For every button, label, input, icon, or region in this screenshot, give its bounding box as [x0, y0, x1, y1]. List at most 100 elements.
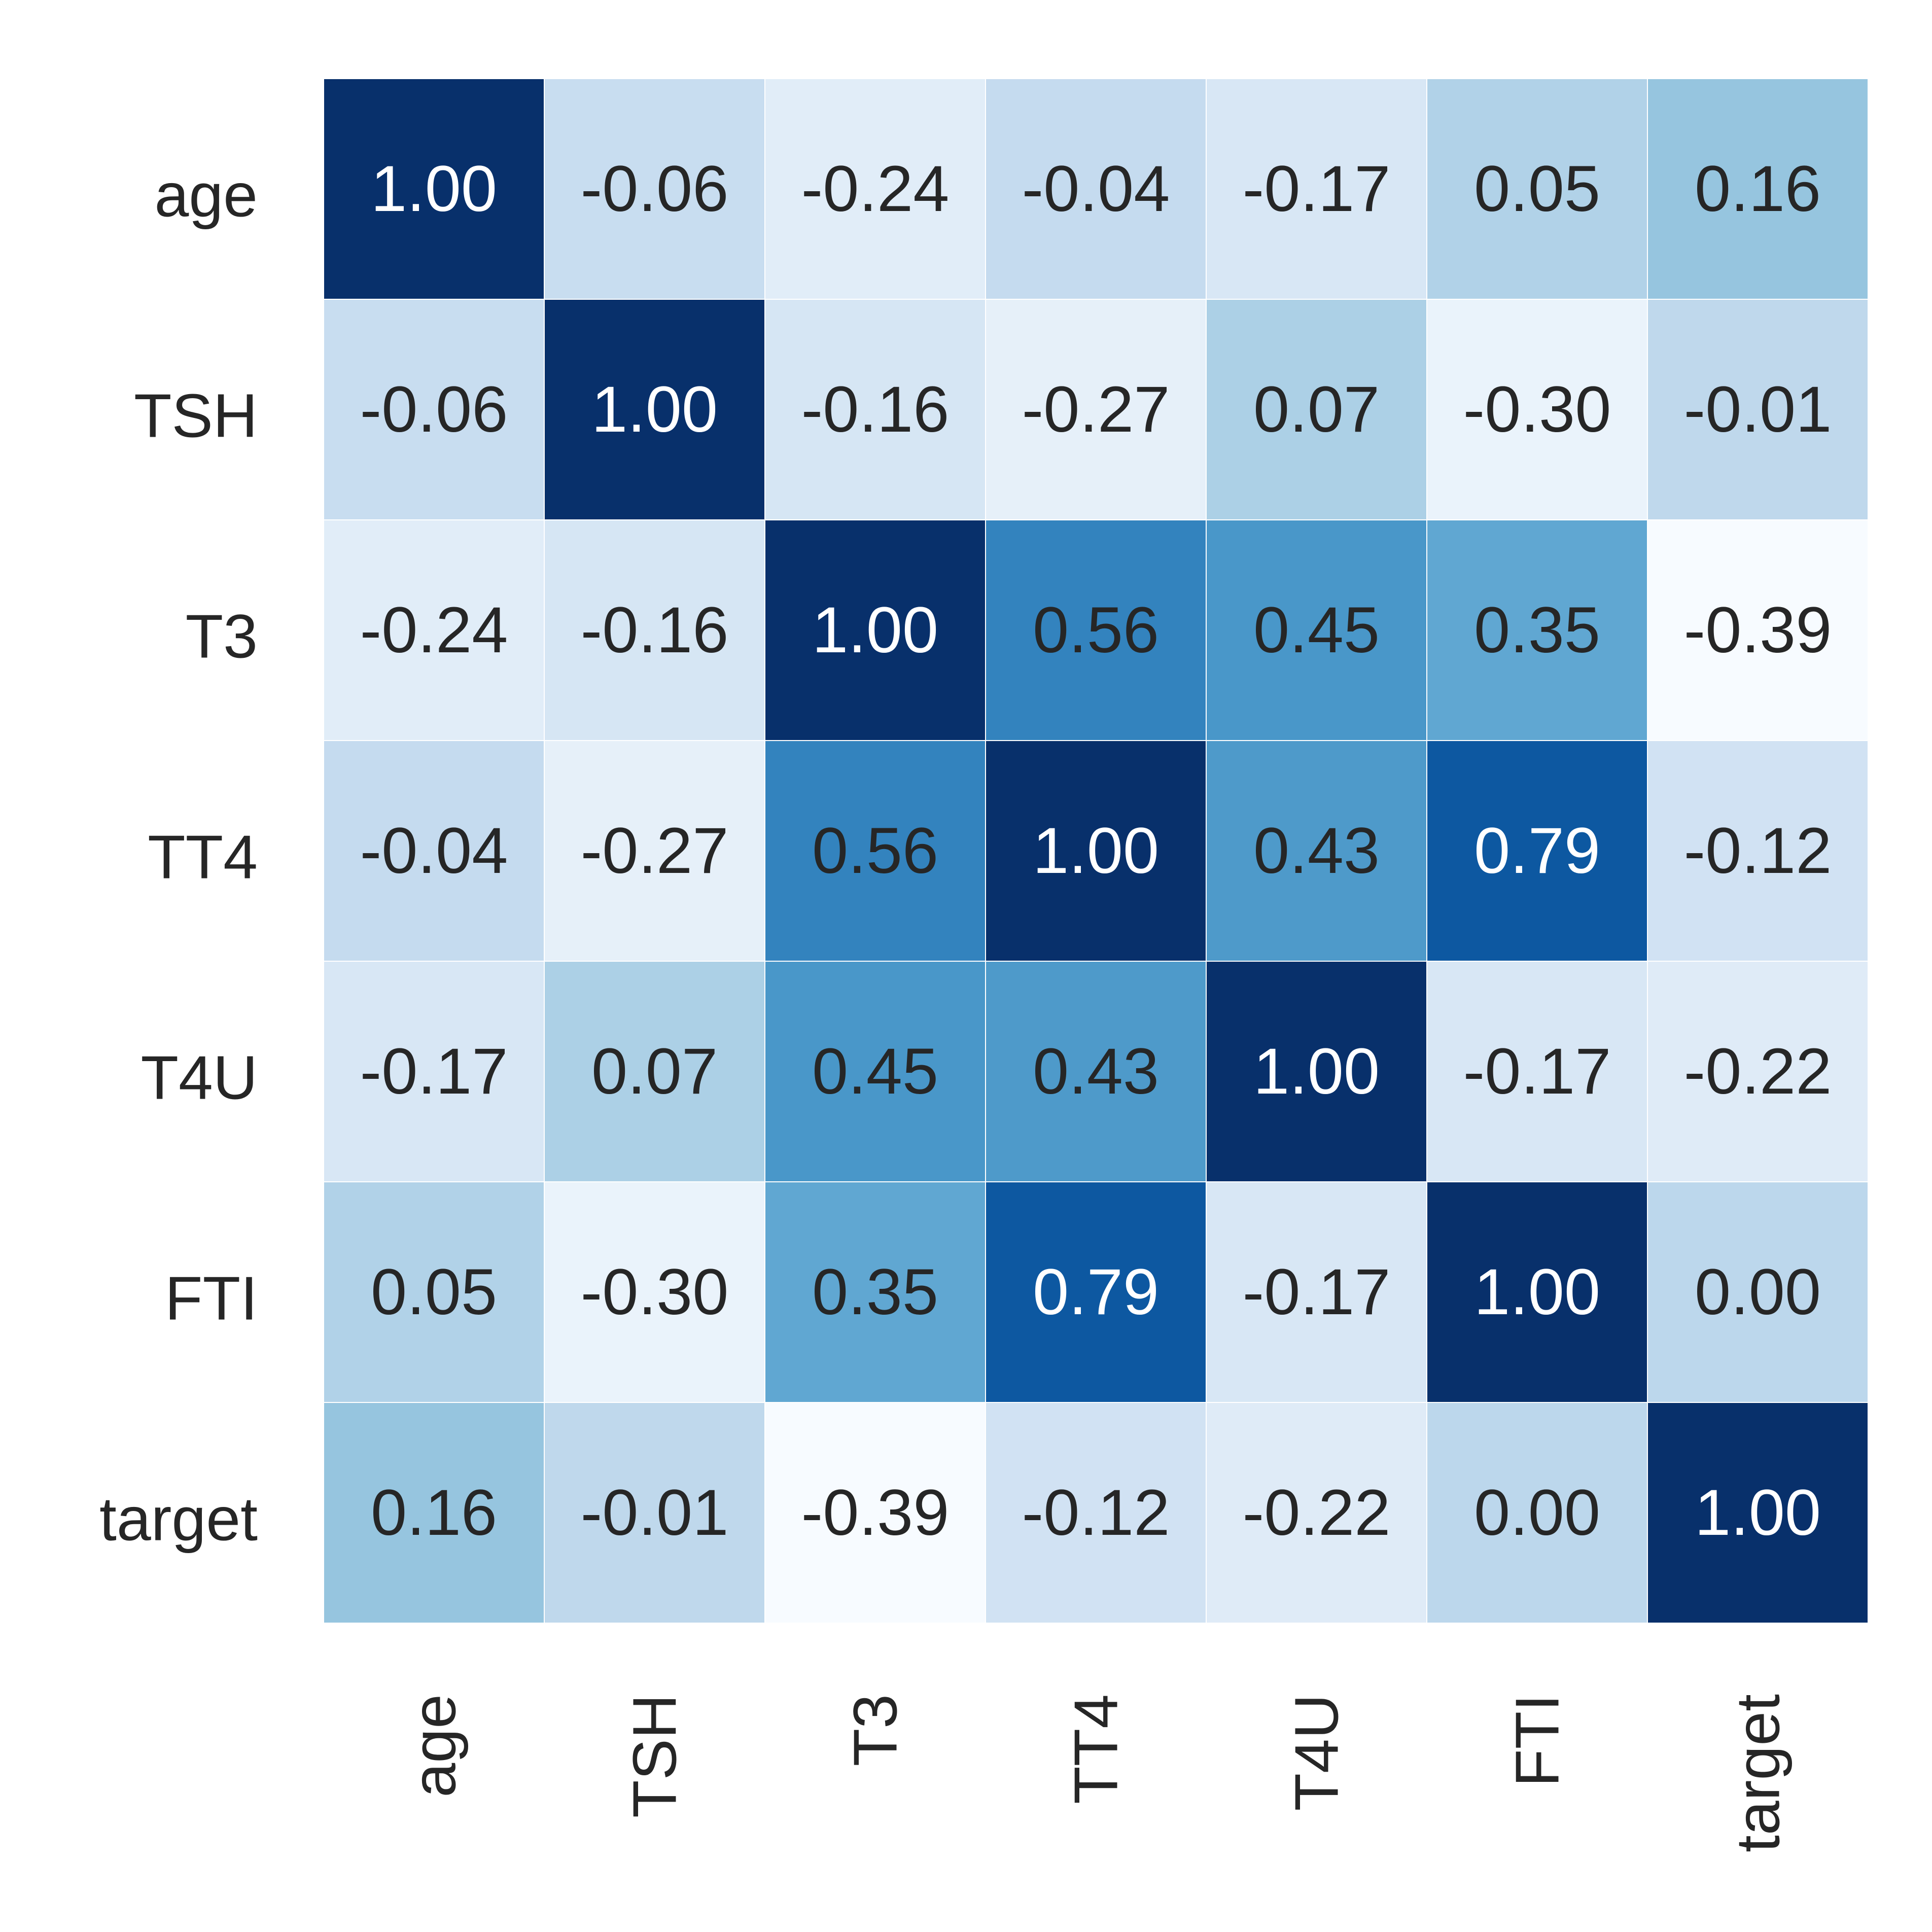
heatmap-cell-FTI-target	[1647, 1181, 1869, 1403]
heatmap-cell-target-TSH	[544, 1402, 765, 1624]
cell-value-TT4-age: -0.04	[360, 815, 508, 887]
heatmap-cell-target-age	[323, 1402, 545, 1624]
cell-value-T4U-T3: 0.45	[812, 1035, 938, 1108]
x-tick-label-T3: T3	[841, 1694, 910, 1766]
heatmap-cell-TT4-TSH	[544, 740, 765, 962]
cell-value-target-age: 0.16	[371, 1477, 497, 1549]
x-tick-label-T4U: T4U	[1282, 1694, 1351, 1811]
heatmap-cell-T4U-TSH	[544, 961, 765, 1182]
cell-value-FTI-age: 0.05	[371, 1256, 497, 1328]
cell-value-T4U-TSH: 0.07	[591, 1035, 718, 1108]
cell-value-TT4-TSH: -0.27	[581, 815, 729, 887]
cell-value-TT4-TT4: 1.00	[1033, 815, 1159, 887]
cell-value-T3-T4U: 0.45	[1253, 594, 1380, 666]
heatmap-cell-age-age	[323, 78, 545, 300]
cell-value-T4U-FTI: -0.17	[1463, 1035, 1611, 1108]
cell-value-FTI-T4U: -0.17	[1243, 1256, 1391, 1328]
heatmap-cell-TT4-age	[323, 740, 545, 962]
heatmap-cell-age-FTI	[1426, 78, 1648, 300]
x-tick-label-age: age	[400, 1694, 469, 1798]
cell-value-FTI-target: 0.00	[1695, 1256, 1821, 1328]
heatmap-cell-T4U-FTI	[1426, 961, 1648, 1182]
heatmap-cell-T4U-T4U	[1206, 961, 1427, 1182]
cell-value-TSH-TT4: -0.27	[1022, 373, 1170, 446]
heatmap-cell-age-TSH	[544, 78, 765, 300]
y-tick-label-target: target	[99, 1485, 258, 1554]
x-tick-label-TSH: TSH	[620, 1694, 689, 1818]
y-tick-label-FTI: FTI	[165, 1264, 258, 1333]
heatmap-cell-TSH-FTI	[1426, 299, 1648, 520]
x-tick-label-target: target	[1724, 1694, 1793, 1852]
cell-value-T4U-T4U: 1.00	[1253, 1035, 1380, 1108]
heatmap-cell-age-T3	[764, 78, 986, 300]
heatmap-cell-TSH-age	[323, 299, 545, 520]
cell-value-age-T3: -0.24	[801, 153, 950, 225]
heatmap-cell-T4U-age	[323, 961, 545, 1182]
cell-value-T3-target: -0.39	[1684, 594, 1832, 666]
heatmap-cell-T3-TSH	[544, 519, 765, 741]
cell-value-target-target: 1.00	[1695, 1477, 1821, 1549]
heatmap-cell-TSH-target	[1647, 299, 1869, 520]
cell-value-age-age: 1.00	[371, 153, 497, 225]
y-tick-label-TT4: TT4	[148, 823, 258, 892]
cell-value-age-target: 0.16	[1695, 153, 1821, 225]
y-tick-label-TSH: TSH	[134, 381, 258, 450]
cell-value-FTI-TT4: 0.79	[1033, 1256, 1159, 1328]
heatmap-cells	[323, 78, 1869, 1624]
heatmap-cell-labels: 1.00 -0.06 -0.24 -0.04 -0.17 0.05 0.16 -0.06 1.0…	[360, 153, 1832, 1549]
cell-value-TSH-T3: -0.16	[801, 373, 950, 446]
heatmap-cell-age-TT4	[985, 78, 1207, 300]
heatmap-cell-T4U-target	[1647, 961, 1869, 1182]
heatmap-cell-TT4-target	[1647, 740, 1869, 962]
x-axis-tick-labels: age TSH T3 TT4 T4U FTI target	[400, 1694, 1793, 1852]
heatmap-cell-T3-target	[1647, 519, 1869, 741]
cell-value-target-T4U: -0.22	[1243, 1477, 1391, 1549]
heatmap-cell-T3-TT4	[985, 519, 1207, 741]
heatmap-cell-T3-age	[323, 519, 545, 741]
cell-value-T3-T3: 1.00	[812, 594, 938, 666]
heatmap-cell-target-T4U	[1206, 1402, 1427, 1624]
heatmap-cell-T3-T3	[764, 519, 986, 741]
y-tick-label-T3: T3	[186, 602, 258, 671]
x-tick-label-FTI: FTI	[1503, 1694, 1572, 1787]
cell-value-TSH-T4U: 0.07	[1253, 373, 1380, 446]
heatmap-cell-target-T3	[764, 1402, 986, 1624]
heatmap-cell-target-TT4	[985, 1402, 1207, 1624]
heatmap-cell-target-FTI	[1426, 1402, 1648, 1624]
cell-value-T4U-target: -0.22	[1684, 1035, 1832, 1108]
cell-value-TSH-target: -0.01	[1684, 373, 1832, 446]
heatmap-cell-FTI-age	[323, 1181, 545, 1403]
cell-value-T3-FTI: 0.35	[1474, 594, 1600, 666]
heatmap-cell-FTI-T3	[764, 1181, 986, 1403]
cell-value-target-TT4: -0.12	[1022, 1477, 1170, 1549]
cell-value-TSH-FTI: -0.30	[1463, 373, 1611, 446]
cell-value-age-TSH: -0.06	[581, 153, 729, 225]
x-tick-label-TT4: TT4	[1062, 1694, 1131, 1804]
heatmap-cell-TT4-T3	[764, 740, 986, 962]
cell-value-target-FTI: 0.00	[1474, 1477, 1600, 1549]
cell-value-age-T4U: -0.17	[1243, 153, 1391, 225]
y-axis-tick-labels: age TSH T3 TT4 T4U FTI target	[99, 161, 258, 1554]
heatmap-cell-T3-T4U	[1206, 519, 1427, 741]
heatmap-cell-T4U-T3	[764, 961, 986, 1182]
cell-value-T4U-TT4: 0.43	[1033, 1035, 1159, 1108]
y-tick-label-age: age	[154, 161, 258, 230]
cell-value-TT4-T4U: 0.43	[1253, 815, 1380, 887]
cell-value-age-FTI: 0.05	[1474, 153, 1600, 225]
heatmap-cell-FTI-TT4	[985, 1181, 1207, 1403]
cell-value-T3-TSH: -0.16	[581, 594, 729, 666]
cell-value-T3-TT4: 0.56	[1033, 594, 1159, 666]
heatmap-cell-TT4-T4U	[1206, 740, 1427, 962]
heatmap-cell-TSH-TSH	[544, 299, 765, 520]
cell-value-TT4-T3: 0.56	[812, 815, 938, 887]
y-tick-label-T4U: T4U	[141, 1043, 258, 1112]
heatmap-cell-TSH-T3	[764, 299, 986, 520]
cell-value-target-T3: -0.39	[801, 1477, 950, 1549]
cell-value-TT4-FTI: 0.79	[1474, 815, 1600, 887]
heatmap-cell-age-target	[1647, 78, 1869, 300]
cell-value-target-TSH: -0.01	[581, 1477, 729, 1549]
heatmap-cell-TSH-T4U	[1206, 299, 1427, 520]
heatmap-cell-TT4-TT4	[985, 740, 1207, 962]
heatmap-cell-FTI-TSH	[544, 1181, 765, 1403]
heatmap-cell-target-target	[1647, 1402, 1869, 1624]
